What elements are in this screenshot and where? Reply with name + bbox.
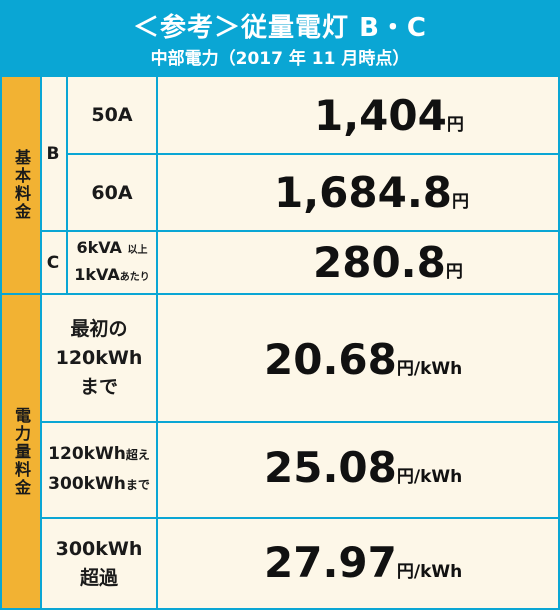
usage-fee-category: 電力量料金 xyxy=(2,295,40,608)
rate-table: 基本料金 電力量料金 B C 50A 60A 6kVA 以上 1kVAあたり 1… xyxy=(0,77,560,610)
kva-line2: 1kVA xyxy=(74,264,120,284)
kva-line2-small: あたり xyxy=(119,271,150,283)
divider xyxy=(40,517,558,519)
row-kva-label: 6kVA 以上 1kVAあたり xyxy=(68,232,156,293)
basic-fee-label: 基本料金 xyxy=(12,149,31,221)
divider xyxy=(40,421,558,423)
usage-fee-label: 電力量料金 xyxy=(12,406,31,497)
row-50a-label: 50A xyxy=(91,104,133,126)
divider xyxy=(40,230,558,232)
tier1-label: 最初の 120kWh まで xyxy=(55,317,143,398)
tier2-label: 120kWh超え 300kWhまで xyxy=(48,444,150,494)
divider xyxy=(156,77,158,608)
price-tier3: 27.97円/kWh xyxy=(264,538,463,587)
kva-line1: 6kVA xyxy=(76,237,122,257)
divider xyxy=(40,77,42,608)
page-title: ＜参考＞従量電灯 B・C xyxy=(133,13,427,43)
tier3-label: 300kWh 超過 xyxy=(55,537,143,589)
group-c-label: C xyxy=(46,252,60,273)
price-tier1: 20.68円/kWh xyxy=(264,335,463,384)
divider xyxy=(2,293,558,295)
price-50a: 1,404円 xyxy=(314,91,464,140)
kva-line1-small: 以上 xyxy=(127,244,148,256)
header-banner: ＜参考＞従量電灯 B・C 中部電力（2017 年 11 月時点） xyxy=(0,0,560,77)
basic-fee-category: 基本料金 xyxy=(2,77,40,293)
divider xyxy=(66,153,558,155)
group-b-label: B xyxy=(46,143,60,164)
page-subtitle: 中部電力（2017 年 11 月時点） xyxy=(150,49,410,69)
price-60a: 1,684.8円 xyxy=(274,168,470,217)
row-60a-label: 60A xyxy=(91,181,133,204)
divider xyxy=(66,77,68,293)
price-kva: 280.8円 xyxy=(313,238,463,287)
price-tier2: 25.08円/kWh xyxy=(264,443,463,492)
